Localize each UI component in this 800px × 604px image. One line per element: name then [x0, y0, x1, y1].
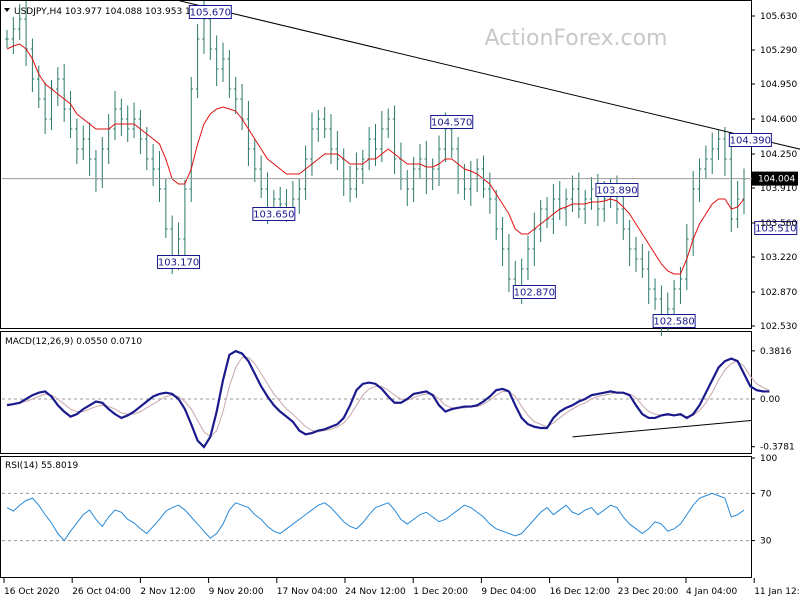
rsi-tick-label: 70	[760, 489, 772, 499]
price-tick-label: 104.600	[760, 115, 797, 125]
macd-tick-label: 0.00	[760, 395, 780, 405]
annotation-label: 104.570	[431, 118, 472, 129]
rsi-levels	[2, 492, 751, 542]
price-annotation: 102.580	[652, 314, 696, 328]
price-tick-label: 102.530	[760, 322, 797, 332]
price-tick-label: 105.290	[760, 46, 797, 56]
time-tick-label: 23 Dec 20:00	[618, 587, 679, 597]
rsi-line	[6, 492, 745, 542]
price-annotation: 104.390	[728, 133, 772, 147]
price-annotation: 105.670	[188, 5, 232, 19]
macd-trendline-segment	[572, 419, 752, 438]
symbol-line-text: USDJPY,H4 103.977 104.088 103.953 104.00…	[14, 7, 223, 17]
symbol-header: USDJPY,H4 103.977 104.088 103.953 104.00…	[4, 7, 223, 17]
price-annotation: 104.570	[430, 115, 474, 129]
rsi-header-text: RSI(14) 55.8019	[5, 461, 78, 471]
price-tick-label: 104.950	[760, 80, 797, 90]
time-tick-label: 11 Jan 12:00	[754, 587, 800, 597]
macd-y-axis: 0.3816 0.00 -0.3781	[751, 347, 795, 453]
macd-tick-label: -0.3781	[760, 443, 795, 453]
price-tick-label: 105.630	[760, 12, 797, 22]
price-y-axis: 105.630 105.290 104.950 104.600 104.250 103.9…	[751, 12, 798, 332]
price-tick-label: 103.910	[760, 184, 797, 194]
price-trendline-segment	[174, 0, 800, 150]
price-tick-label: 104.250	[760, 150, 797, 160]
time-x-axis: 16 Oct 2020 26 Oct 04:00 2 Nov 12:00 9 Nov …	[3, 578, 800, 597]
price-annotation: 102.870	[512, 285, 556, 299]
rsi-panel-frame	[0, 456, 752, 578]
annotation-box	[157, 255, 201, 269]
time-tick-label: 2 Nov 12:00	[140, 587, 195, 597]
macd-main-line	[6, 349, 770, 449]
annotation-box	[430, 115, 474, 129]
rsi-tick-label: 100	[760, 454, 777, 464]
annotation-label: 103.510	[755, 224, 796, 235]
annotation-label: 102.580	[653, 317, 694, 328]
time-tick-label: 16 Dec 12:00	[550, 587, 611, 597]
price-annotation: 103.890	[595, 183, 639, 197]
macd-trendline	[572, 419, 752, 438]
watermark-text: ActionForex.com	[485, 26, 668, 51]
time-tick-label: 9 Nov 20:00	[209, 587, 264, 597]
time-tick-label: 24 Nov 12:00	[345, 587, 406, 597]
annotation-box	[252, 207, 296, 221]
annotation-label: 102.870	[514, 288, 555, 299]
current-price-badge: 104.004	[752, 171, 798, 186]
moving-average-polyline	[6, 43, 745, 275]
annotation-label: 103.170	[158, 258, 199, 269]
rsi-tick-label: 30	[760, 537, 772, 547]
moving-average-line	[6, 43, 745, 275]
annotation-box	[512, 285, 556, 299]
price-trendline	[174, 0, 800, 150]
annotation-label: 103.650	[253, 210, 294, 221]
price-tick-label: 102.870	[760, 288, 797, 298]
current-price-badge-box	[752, 171, 798, 186]
annotation-label: 105.670	[190, 8, 231, 19]
rsi-polyline	[6, 492, 745, 542]
price-annotation: 103.650	[252, 207, 296, 221]
macd-lines	[6, 349, 770, 449]
annotation-box	[652, 314, 696, 328]
current-price-badge-label: 104.004	[758, 175, 795, 185]
macd-header-text: MACD(12,26,9) 0.0550 0.0710	[5, 337, 142, 347]
time-tick-label: 1 Dec 20:00	[413, 587, 468, 597]
annotation-box	[595, 183, 639, 197]
header-triangle-icon	[4, 8, 10, 12]
time-tick-label: 17 Nov 04:00	[277, 587, 338, 597]
time-tick-label: 16 Oct 2020	[4, 587, 60, 597]
time-tick-label: 26 Oct 04:00	[72, 587, 131, 597]
price-annotation: 103.170	[157, 255, 201, 269]
rsi-y-axis: 100 70 30	[751, 454, 777, 547]
annotation-box	[188, 5, 232, 19]
price-tick-label: 103.560	[760, 219, 797, 229]
price-panel-frame	[0, 0, 752, 329]
annotation-box	[728, 133, 772, 147]
price-candles	[5, 0, 746, 336]
annotation-label: 104.390	[730, 136, 771, 147]
price-annotation: 103.510	[754, 221, 798, 235]
macd-panel-frame	[0, 331, 752, 454]
annotation-label: 103.890	[596, 186, 637, 197]
macd-tick-label: 0.3816	[760, 347, 792, 357]
price-tick-label: 103.220	[760, 253, 797, 263]
price-annotations: 105.670 103.650 103.170 104.570 102.870 103.8…	[157, 5, 798, 328]
time-tick-label: 9 Dec 04:00	[481, 587, 536, 597]
macd-signal-line	[7, 356, 770, 438]
annotation-box	[754, 221, 798, 235]
time-tick-label: 4 Jan 04:00	[686, 587, 738, 597]
